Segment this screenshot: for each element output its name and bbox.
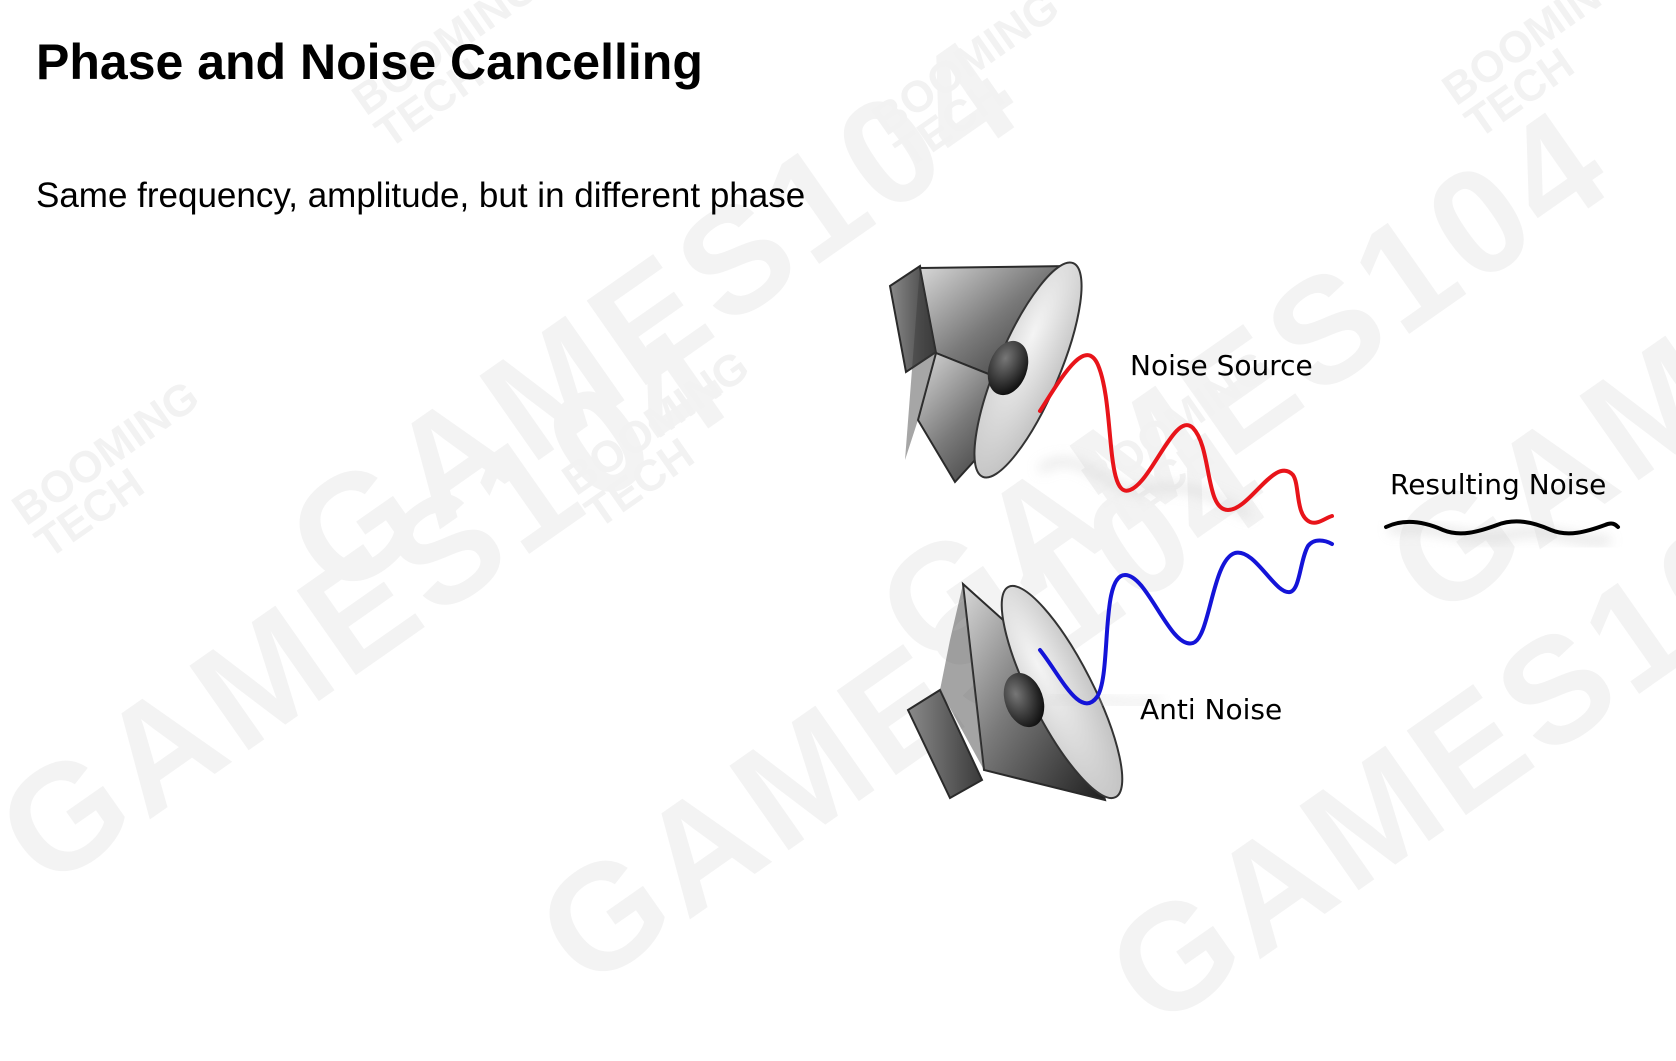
anti-noise-label: Anti Noise (1140, 693, 1282, 726)
noise-cancelling-diagram: Noise Source Resulting Noise Anti Noise (0, 0, 1676, 824)
resulting-noise-label: Resulting Noise (1390, 468, 1606, 501)
noise-source-label: Noise Source (1130, 349, 1313, 382)
